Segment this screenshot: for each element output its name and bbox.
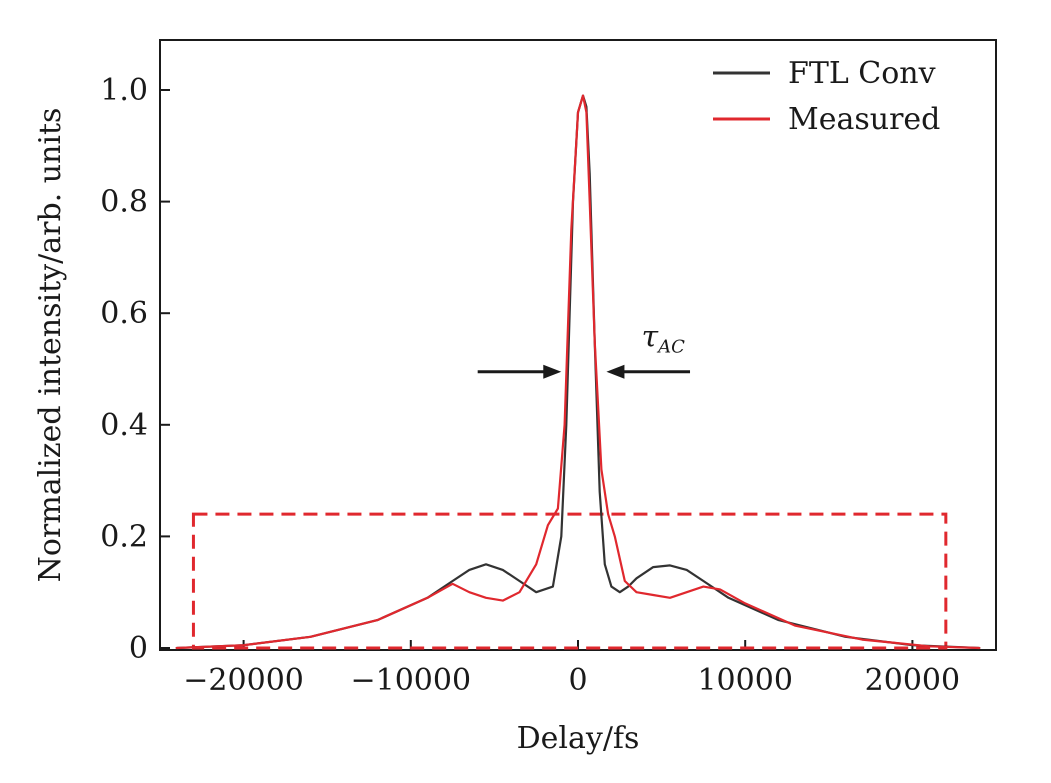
series-measured-line xyxy=(175,94,981,650)
plot-frame xyxy=(159,39,997,651)
fwhm-arrow-right-head xyxy=(606,364,625,379)
fwhm-arrow-left-head xyxy=(543,364,562,379)
legend: FTL Conv Measured xyxy=(713,56,940,137)
fwhm-arrows xyxy=(477,364,691,379)
x-tick-label: 20000 xyxy=(865,663,960,698)
y-tick-label: 0.6 xyxy=(100,296,148,331)
series-lines xyxy=(175,94,981,650)
legend-label-ftl: FTL Conv xyxy=(788,56,936,91)
tau-symbol: τ xyxy=(642,320,659,355)
y-axis-title: Normalized intensity/arb. units xyxy=(33,108,68,583)
x-tick-label: −10000 xyxy=(351,663,472,698)
y-tick-label: 0.8 xyxy=(100,185,148,220)
x-tick-label: 10000 xyxy=(697,663,792,698)
tau-ac-annotation: τAC xyxy=(642,320,686,358)
series-ftl-conv-line xyxy=(175,94,981,650)
x-axis-title: Delay/fs xyxy=(517,721,640,756)
legend-label-measured: Measured xyxy=(788,102,940,137)
x-axis-ticks: −20000 −10000 0 10000 20000 xyxy=(183,640,960,698)
y-axis-ticks: 0 0.2 0.4 0.6 0.8 1.0 xyxy=(100,73,170,666)
tau-subscript: AC xyxy=(656,337,685,358)
y-tick-label: 0.2 xyxy=(100,519,148,554)
highlight-box xyxy=(191,512,948,650)
x-tick-label: 0 xyxy=(568,663,587,698)
y-tick-label: 0 xyxy=(129,631,148,666)
x-tick-label: −20000 xyxy=(183,663,304,698)
y-tick-label: 0.4 xyxy=(100,408,148,443)
y-tick-label: 1.0 xyxy=(100,73,148,108)
